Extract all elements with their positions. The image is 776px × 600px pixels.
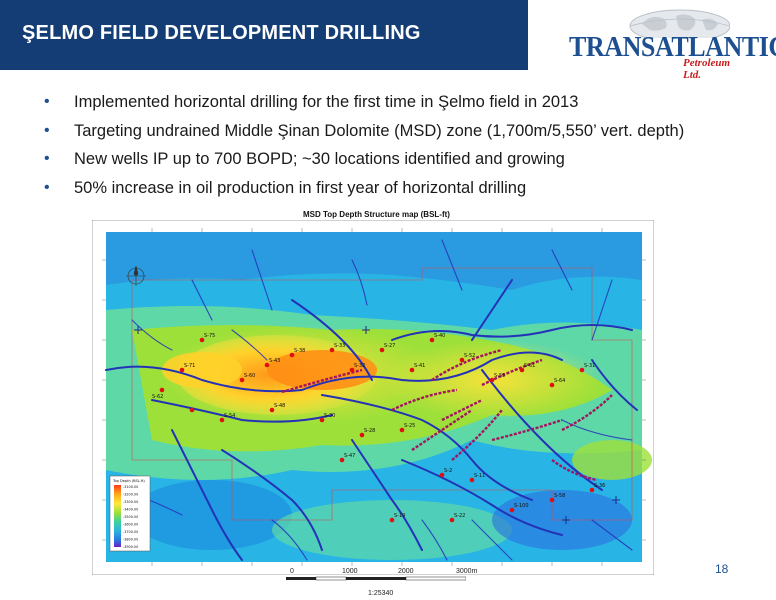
svg-text:S-64: S-64 <box>554 378 565 384</box>
svg-text:-3100.00: -3100.00 <box>123 485 138 489</box>
scale-label: 3000m <box>456 568 478 575</box>
bullet-item: • New wells IP up to 700 BOPD; ~30 locati… <box>44 147 764 176</box>
page-number: 18 <box>715 562 729 576</box>
svg-text:S-31: S-31 <box>584 363 595 369</box>
scale-ratio: 1:25340 <box>368 590 394 597</box>
svg-text:-3700.00: -3700.00 <box>123 530 138 534</box>
svg-text:S-52: S-52 <box>464 353 475 359</box>
svg-text:S-22: S-22 <box>454 513 465 519</box>
svg-text:S-2: S-2 <box>444 468 452 474</box>
svg-text:S-54: S-54 <box>224 413 235 419</box>
svg-text:S-38: S-38 <box>294 348 305 354</box>
bullet-icon: • <box>44 150 50 167</box>
svg-text:-3800.00: -3800.00 <box>123 538 138 542</box>
svg-text:S-43: S-43 <box>269 358 280 364</box>
svg-text:S-11: S-11 <box>474 473 485 479</box>
scale-label: 2000 <box>398 568 414 575</box>
svg-text:S-19: S-19 <box>394 513 405 519</box>
svg-text:S-75: S-75 <box>204 333 215 339</box>
scale-bar: 0 1000 2000 3000m 1:25340 <box>276 568 477 600</box>
svg-text:S-25: S-25 <box>404 423 415 429</box>
bullet-item: • 50% increase in oil production in first… <box>44 176 764 205</box>
globe-logo-icon <box>629 9 730 38</box>
svg-text:S-40: S-40 <box>434 333 445 339</box>
svg-text:S-58: S-58 <box>554 493 565 499</box>
svg-text:-3200.00: -3200.00 <box>123 493 138 497</box>
svg-text:S-30: S-30 <box>324 413 335 419</box>
bullet-item: • Implemented horizontal drilling for the… <box>44 90 764 119</box>
svg-text:S-33: S-33 <box>334 343 345 349</box>
map-title: MSD Top Depth Structure map (BSL-ft) <box>303 210 450 219</box>
structure-map: S-75 S-71 S-62 S-60 S-43 S-38 S-33 S-32 … <box>92 220 654 575</box>
svg-text:S-60: S-60 <box>244 373 255 379</box>
svg-text:S-71: S-71 <box>184 363 195 369</box>
bullet-list: • Implemented horizontal drilling for the… <box>44 90 764 204</box>
svg-text:S-55: S-55 <box>494 373 505 379</box>
company-logo: TRANSATLANTIC Petroleum Ltd. <box>565 6 776 81</box>
svg-text:Top Depth (BSL-ft): Top Depth (BSL-ft) <box>112 479 145 483</box>
svg-text:S-27: S-27 <box>384 343 395 349</box>
bullet-item: • Targeting undrained Middle Şinan Dolomi… <box>44 119 764 148</box>
svg-text:S-41: S-41 <box>414 363 425 369</box>
svg-text:-3300.00: -3300.00 <box>123 500 138 504</box>
svg-text:S-36: S-36 <box>594 483 605 489</box>
svg-text:S-100: S-100 <box>514 503 529 509</box>
title-banner <box>0 0 528 70</box>
bullet-icon: • <box>44 178 50 196</box>
svg-text:-3900.00: -3900.00 <box>123 545 138 549</box>
svg-text:-3500.00: -3500.00 <box>123 515 138 519</box>
svg-text:-3600.00: -3600.00 <box>123 523 138 527</box>
slide-title: ŞELMO FIELD DEVELOPMENT DRILLING <box>22 22 421 44</box>
svg-text:S-62: S-62 <box>152 394 163 400</box>
svg-text:-3400.00: -3400.00 <box>123 508 138 512</box>
scale-label: 0 <box>290 568 294 575</box>
scale-bar-graphic <box>286 576 467 581</box>
svg-text:S-28: S-28 <box>364 428 375 434</box>
bullet-icon: • <box>44 121 50 139</box>
scale-label: 1000 <box>342 568 358 575</box>
svg-text:S-61: S-61 <box>524 363 535 369</box>
svg-text:S-32: S-32 <box>354 363 365 369</box>
svg-text:S-47: S-47 <box>344 453 355 459</box>
bullet-icon: • <box>44 93 50 110</box>
logo-subtitle: Petroleum Ltd. <box>683 57 731 81</box>
map-legend: Top Depth (BSL-ft) -3100.00 -3200.00 -33… <box>109 475 151 552</box>
svg-text:S-48: S-48 <box>274 403 285 409</box>
